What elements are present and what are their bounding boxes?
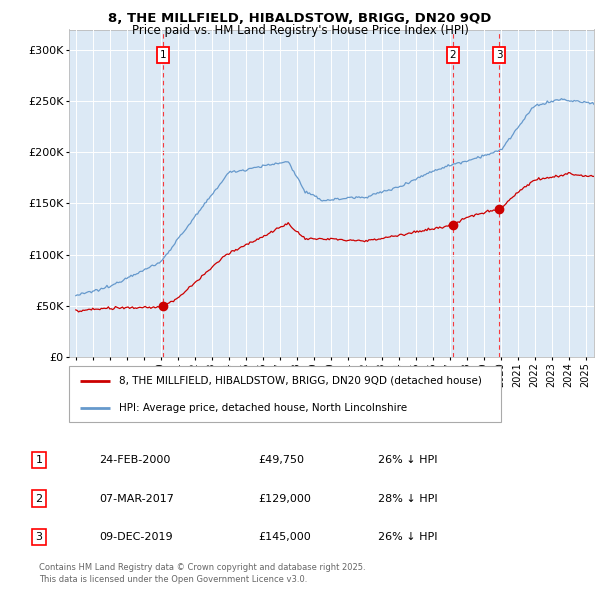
Text: Price paid vs. HM Land Registry's House Price Index (HPI): Price paid vs. HM Land Registry's House … <box>131 24 469 37</box>
Text: 09-DEC-2019: 09-DEC-2019 <box>99 532 173 542</box>
Text: 8, THE MILLFIELD, HIBALDSTOW, BRIGG, DN20 9QD: 8, THE MILLFIELD, HIBALDSTOW, BRIGG, DN2… <box>109 12 491 25</box>
Text: 26% ↓ HPI: 26% ↓ HPI <box>378 455 437 465</box>
Text: £145,000: £145,000 <box>258 532 311 542</box>
Text: Contains HM Land Registry data © Crown copyright and database right 2025.
This d: Contains HM Land Registry data © Crown c… <box>39 563 365 584</box>
Text: 2: 2 <box>449 50 456 60</box>
Text: 1: 1 <box>160 50 166 60</box>
Text: 24-FEB-2000: 24-FEB-2000 <box>99 455 170 465</box>
Text: 28% ↓ HPI: 28% ↓ HPI <box>378 494 437 503</box>
Text: 3: 3 <box>35 532 43 542</box>
Text: £129,000: £129,000 <box>258 494 311 503</box>
Text: HPI: Average price, detached house, North Lincolnshire: HPI: Average price, detached house, Nort… <box>119 403 407 413</box>
Text: 26% ↓ HPI: 26% ↓ HPI <box>378 532 437 542</box>
FancyBboxPatch shape <box>69 366 501 422</box>
Text: 8, THE MILLFIELD, HIBALDSTOW, BRIGG, DN20 9QD (detached house): 8, THE MILLFIELD, HIBALDSTOW, BRIGG, DN2… <box>119 376 482 386</box>
Text: 1: 1 <box>35 455 43 465</box>
Text: 07-MAR-2017: 07-MAR-2017 <box>99 494 174 503</box>
Text: 3: 3 <box>496 50 503 60</box>
Text: £49,750: £49,750 <box>258 455 304 465</box>
Text: 2: 2 <box>35 494 43 503</box>
